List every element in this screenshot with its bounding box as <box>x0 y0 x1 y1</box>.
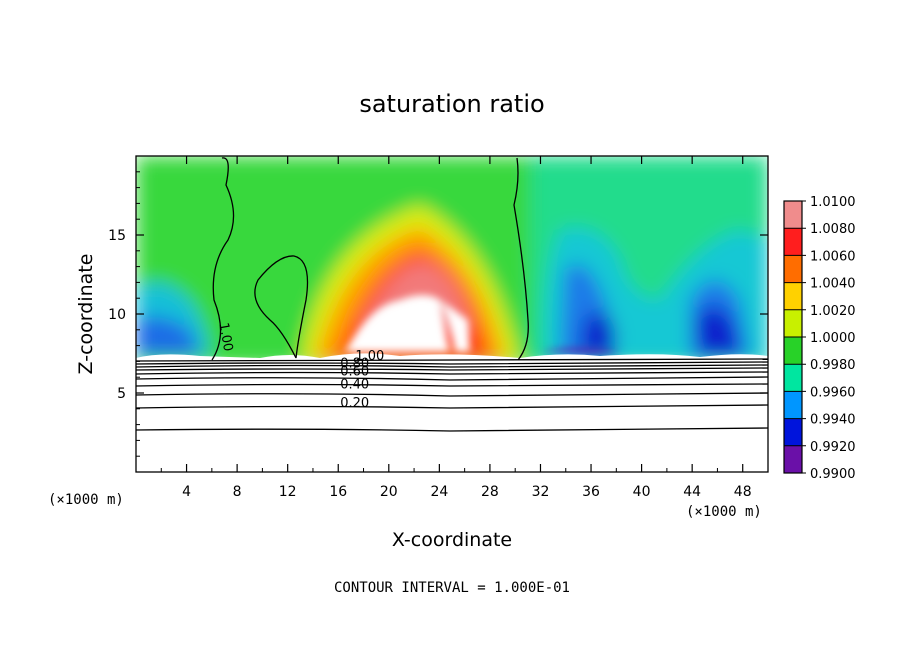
colorbar-label: 0.9900 <box>810 467 856 482</box>
contour-lines <box>135 157 769 432</box>
chart-title: saturation ratio <box>359 90 544 118</box>
contour-label: 0.80 <box>340 357 369 372</box>
x-tick-label: 28 <box>481 484 499 500</box>
contour-label: 0.40 <box>340 377 369 392</box>
colorbar-swatch <box>784 364 802 392</box>
colorbar-label: 0.9980 <box>810 358 856 373</box>
colorbar-label: 1.0040 <box>810 277 856 292</box>
colorbar-label: 1.0080 <box>810 222 856 237</box>
contour-label: 1.00 <box>215 322 235 353</box>
colorbar-label: 0.9920 <box>810 440 856 455</box>
colorbar: 1.0100 1.0080 1.0060 1.0040 1.0020 1.0000 0.99… <box>783 195 856 482</box>
colorbar-swatch <box>784 201 802 229</box>
colorbar-swatch <box>784 228 802 256</box>
x-units-right: (×1000 m) <box>686 504 762 520</box>
x-tick-label: 4 <box>182 484 191 500</box>
x-tick-label: 40 <box>633 484 651 500</box>
colorbar-label: 1.0100 <box>810 195 856 210</box>
colorbar-swatch <box>784 418 802 446</box>
y-tick-label: 5 <box>117 386 126 402</box>
colorbar-label: 1.0020 <box>810 304 856 319</box>
colorbar-swatch <box>784 255 802 283</box>
colorbar-label: 0.9940 <box>810 413 856 428</box>
y-axis-label: Z-coordinate <box>75 254 97 375</box>
contour-labels: 1.001.000.800.600.400.20 <box>215 322 384 412</box>
x-tick-label: 8 <box>233 484 242 500</box>
contour-interval-note: CONTOUR INTERVAL = 1.000E-01 <box>334 580 570 596</box>
x-tick-label: 16 <box>329 484 347 500</box>
x-tick-label: 32 <box>532 484 550 500</box>
colorbar-swatch <box>784 282 802 310</box>
colorbar-swatch <box>784 309 802 337</box>
y-tick-label: 15 <box>108 228 126 244</box>
colorbar-swatch <box>784 445 802 473</box>
colorbar-label: 1.0000 <box>810 331 856 346</box>
x-tick-label: 12 <box>279 484 297 500</box>
colorbar-label: 1.0060 <box>810 249 856 264</box>
plot-field <box>136 156 768 472</box>
contour-label: 0.20 <box>340 396 369 411</box>
colorbar-swatch <box>784 337 802 365</box>
contour-label: 0.60 <box>340 365 369 380</box>
y-axis-ticks: 5 10 15 <box>108 171 768 457</box>
colorbar-swatch <box>784 391 802 419</box>
contour-label: 1.00 <box>355 349 384 364</box>
x-tick-label: 20 <box>380 484 398 500</box>
x-axis-label: X-coordinate <box>392 529 512 551</box>
x-tick-label: 48 <box>734 484 752 500</box>
y-tick-label: 10 <box>108 307 126 323</box>
x-units-left: (×1000 m) <box>48 492 124 508</box>
x-tick-label: 24 <box>430 484 448 500</box>
colorbar-label: 0.9960 <box>810 385 856 400</box>
x-axis-ticks: 4 8 12 16 20 24 28 32 36 40 44 48 <box>160 156 752 500</box>
x-tick-label: 36 <box>582 484 600 500</box>
x-tick-label: 44 <box>683 484 701 500</box>
